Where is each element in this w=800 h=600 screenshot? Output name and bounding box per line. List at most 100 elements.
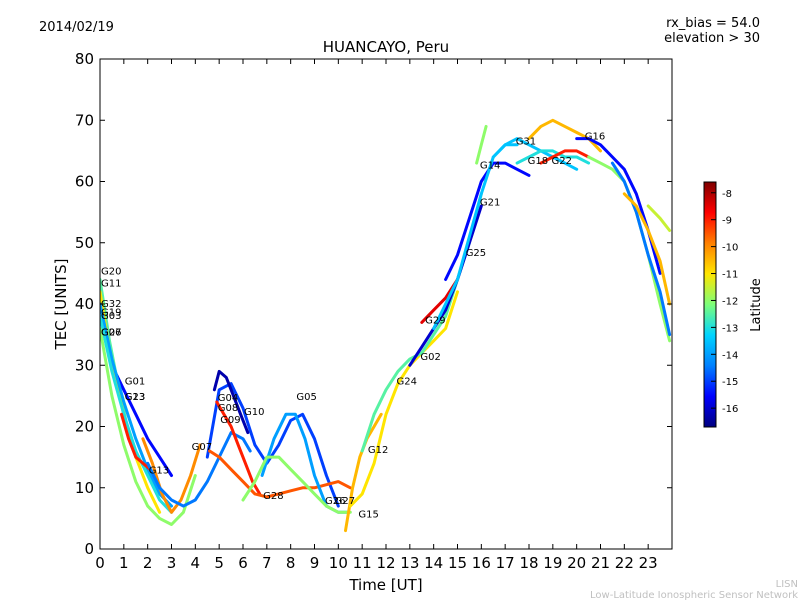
x-tick-label: 14: [424, 554, 443, 572]
sat-label-g24: G24: [397, 377, 417, 388]
x-tick-label: 8: [286, 554, 296, 572]
elevation-label: elevation > 30: [664, 31, 760, 46]
series-line-g31: [491, 137, 579, 171]
sat-label-g13: G13: [149, 465, 169, 476]
satellite-labels: G20G11G32G19G03G26G07G01G13G23G13G07G04G…: [101, 132, 605, 521]
sat-label-g04: G04: [218, 393, 238, 404]
series-line-g17: [587, 155, 672, 343]
colorbar-tick-label: -11: [722, 270, 738, 281]
sat-label-g03: G03: [101, 311, 121, 322]
x-tick-label: 9: [310, 554, 320, 572]
series-line-g07: [100, 327, 197, 526]
sat-label-g07: G07: [192, 442, 212, 453]
sat-label-g25: G25: [466, 248, 486, 259]
x-tick-label: 19: [543, 554, 562, 572]
colorbar-tick-label: -12: [722, 296, 738, 307]
sat-label-g28: G28: [263, 491, 283, 502]
sat-label-g02: G02: [420, 352, 440, 363]
date-label: 2014/02/19: [39, 20, 114, 35]
y-tick-label: 50: [75, 234, 94, 252]
y-tick-label: 30: [75, 356, 94, 374]
sat-label-g21: G21: [480, 198, 500, 209]
colorbar-tick-label: -15: [722, 377, 738, 388]
x-tick-label: 6: [238, 554, 248, 572]
series-line-g32: [100, 302, 173, 508]
x-tick-label: 2: [143, 554, 153, 572]
colorbar-tick-label: -13: [722, 323, 738, 334]
y-axis: 0 10 20 30 40 50 60 70 80: [75, 50, 672, 558]
series-line-g22: [539, 149, 591, 165]
sat-label-g29: G29: [425, 315, 445, 326]
series-line-g12: [348, 290, 459, 508]
series-line-g08: [215, 400, 262, 496]
x-tick-label: 22: [615, 554, 634, 572]
y-axis-label: TEC [UNITS]: [52, 259, 70, 351]
sat-label-g10: G10: [244, 407, 264, 418]
x-tick-label: 4: [191, 554, 201, 572]
rx-bias-label: rx_bias = 54.0: [666, 16, 760, 31]
sat-label-g12: G12: [368, 445, 388, 456]
sat-label-g20: G20: [101, 266, 121, 277]
x-tick-label: 0: [95, 554, 105, 572]
sat-label-g13: G13: [125, 392, 145, 403]
x-tick-label: 10: [329, 554, 348, 572]
colorbar-tick-label: -16: [722, 404, 738, 415]
x-tick-label: 21: [591, 554, 610, 572]
y-tick-label: 70: [75, 111, 94, 129]
x-tick-label: 23: [639, 554, 658, 572]
series-line-g14: [475, 124, 488, 165]
x-tick-label: 7: [262, 554, 272, 572]
series-line-g27: [622, 192, 672, 306]
y-tick-label: 10: [75, 479, 94, 497]
series-layer: [100, 118, 672, 533]
sat-label-g23: G23: [125, 392, 145, 403]
x-tick-label: 13: [400, 554, 419, 572]
x-tick-label: 1: [119, 554, 129, 572]
sat-label-g07: G07: [101, 328, 121, 339]
chart-title: HUANCAYO, Peru: [323, 38, 449, 56]
series-line-g28: [208, 449, 352, 499]
credit-lisn: LISN: [776, 579, 798, 590]
sat-label-g01: G01: [125, 377, 145, 388]
x-tick-label: 20: [567, 554, 586, 572]
series-line-g09: [146, 431, 252, 508]
series-line-g26: [241, 455, 352, 514]
x-tick-label: 18: [519, 554, 538, 572]
sat-label-g16: G16: [585, 132, 605, 143]
sat-label-g19: G19: [101, 307, 121, 318]
series-line-g10: [212, 369, 250, 435]
sat-label-g26: G26: [325, 496, 345, 507]
x-tick-label: 11: [353, 554, 372, 572]
colorbar-tick-label: -8: [722, 189, 732, 200]
x-axis: 0 1 2 3 4 5 6 7 8 9 10 11 12 13 14 15 16 17 18 19 20 21 22 23: [95, 59, 658, 572]
series-line-g19: [610, 161, 672, 337]
sat-label-g11: G11: [101, 279, 121, 290]
sat-label-g31: G31: [516, 137, 536, 148]
colorbar-label: Latitude: [749, 278, 764, 332]
colorbar-tick-label: -9: [722, 216, 732, 227]
series-line-g23: [120, 412, 152, 471]
sat-label-g22: G22: [552, 156, 572, 167]
colorbar-ticks: -8 -9 -10 -11 -12 -13 -14 -15 -16: [711, 189, 738, 415]
sat-label-g09: G09: [220, 415, 240, 426]
x-tick-label: 3: [167, 554, 177, 572]
sat-label-g27: G27: [335, 496, 355, 507]
sat-label-g26: G26: [101, 328, 121, 339]
x-tick-label: 12: [376, 554, 395, 572]
y-tick-label: 40: [75, 295, 94, 313]
series-line-g18: [515, 149, 591, 165]
sat-label-g18: G18: [528, 156, 548, 167]
series-line-g13: [141, 437, 202, 514]
y-tick-label: 80: [75, 50, 94, 68]
series-line-g03: [100, 314, 173, 514]
x-tick-label: 15: [448, 554, 467, 572]
sat-label-g32: G32: [101, 299, 121, 310]
colorbar-tick-label: -14: [722, 350, 738, 361]
series-line-g21: [444, 161, 531, 281]
series-line-g30: [646, 204, 672, 232]
series-line-g25: [432, 143, 519, 330]
x-tick-label: 16: [472, 554, 491, 572]
x-axis-label: Time [UT]: [348, 576, 422, 594]
sat-label-g15: G15: [358, 510, 378, 521]
series-line-g02: [408, 204, 483, 367]
